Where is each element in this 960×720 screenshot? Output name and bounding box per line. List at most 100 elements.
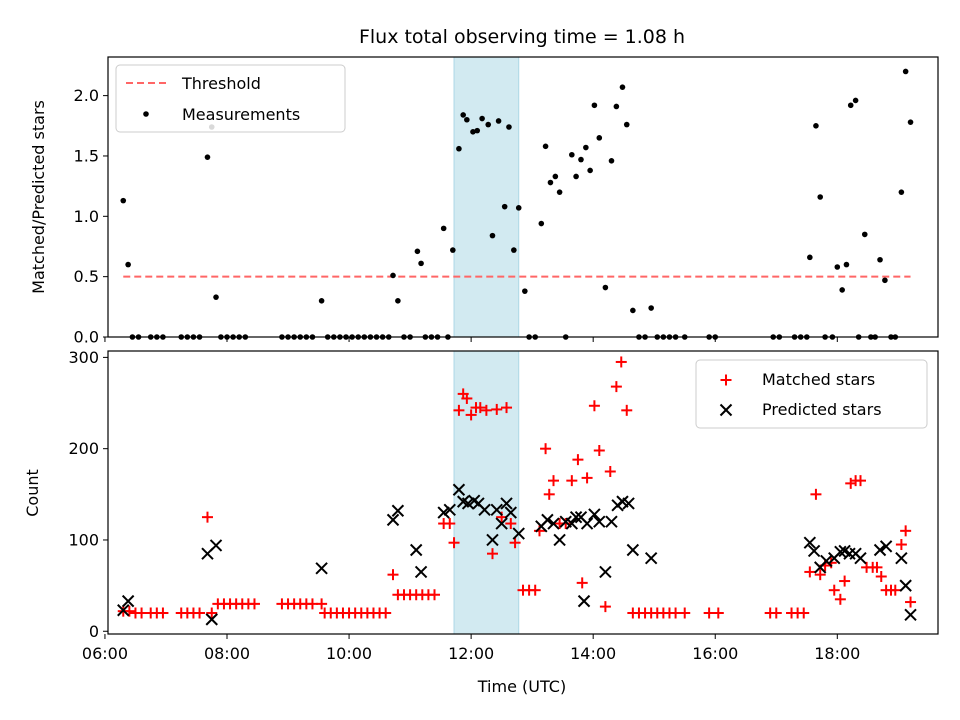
legend-matched-swatch [720,374,732,386]
top-y-tick-label: 2.0 [74,86,99,105]
predicted-stars-point-b [467,494,481,507]
measurement-point [630,307,636,314]
top-legend-box [115,64,346,133]
predicted-stars-point [547,517,560,530]
measurement-point [852,97,859,104]
matched-stars-point [501,402,513,414]
measurement-point [623,121,630,128]
bottom-x-tick-label: 12:00 [448,644,494,663]
predicted-stars-point-b [504,506,518,519]
measurement-point [213,294,219,300]
matched-stars-point [875,570,887,582]
matched-stars-point [604,466,616,478]
predicted-stars-point-b [895,552,908,565]
matched-stars-point [480,404,492,416]
matched-stars-point [486,548,498,560]
measurement-point [898,189,905,195]
top-axis-layer: 0.0 0.5 1.0 1.5 2.0 [74,86,838,347]
predicted-stars-point-b [512,527,525,540]
predicted-stars-point-b [580,517,594,530]
legend-measurements-swatch [143,111,149,117]
matched-stars-point [588,400,600,412]
predicted-stars-point [205,613,218,626]
measurement-point [613,103,620,110]
matched-stars-point [461,392,473,404]
measurement-point [596,135,603,141]
predicted-stars-point [599,565,612,579]
predicted-stars-point-b [205,613,218,626]
predicted-stars-point [512,527,525,540]
top-panel: 0.00.51.01.52.0 Matched/Predicted stars … [29,56,939,347]
measurement-point [843,261,850,268]
measurement-point [578,156,584,163]
predicted-stars-point-b [622,497,635,510]
measurement-point [573,173,579,180]
predicted-stars-point-b [574,510,588,524]
predicted-stars-point [879,540,893,553]
predicted-stars-point-b [854,552,867,565]
measurement-point [817,194,824,200]
predicted-stars-point [605,515,618,528]
predicted-stars-point-b [117,604,130,617]
measurement-point [460,112,466,118]
predicted-stars-point-b [879,540,893,553]
matched-stars-point [566,475,578,487]
predicted-stars-point [899,579,912,592]
top-y-tick-label: 1.5 [74,146,99,165]
predicted-stars-point-b [803,536,817,549]
matched-stars-point [448,537,460,549]
matched-stars-point [712,607,724,619]
legend-measurements-label: Measurements [182,105,300,124]
predicted-stars-point-b [565,517,579,530]
predicted-stars-point [409,543,423,557]
matched-stars-point [157,607,169,619]
measurement-point [587,167,593,174]
measurement-point [506,124,512,130]
measurement-point [485,121,492,128]
predicted-stars-point [622,497,635,510]
predicted-stars-point [452,483,466,496]
measurement-point [583,144,589,151]
measurement-point [882,277,888,284]
legend-predicted-label: Predicted stars [762,400,882,419]
bottom-y-tick-label: 100 [68,530,99,549]
measurement-point [464,116,470,123]
matched-stars-point [621,404,633,416]
matched-stars-point [770,607,782,619]
bottom-x-tick-label: 14:00 [570,644,616,663]
matched-stars-point [889,584,901,596]
measurement-point [470,129,476,135]
measurement-point [450,247,456,253]
measurement-point [418,260,424,267]
measurement-point [556,189,563,195]
matched-stars-point [474,402,486,414]
predicted-stars-point [803,536,817,549]
measurement-point [834,264,841,270]
legend-predicted-marker-b [719,403,733,417]
top-highlight-span [453,56,520,338]
top-chart-title: Flux total observing time = 1.08 h [359,26,685,48]
predicted-stars-point-b [456,495,470,508]
bottom-y-axis-label: Count [23,469,42,517]
measurement-point [440,225,447,232]
bottom-x-tick-label: 18:00 [814,644,860,663]
predicted-stars-point [580,517,594,530]
predicted-stars-point-b [461,497,475,510]
legend-threshold-label: Threshold [181,74,261,93]
predicted-stars-point [553,533,566,547]
matched-stars-point [610,381,622,393]
predicted-stars-point [315,562,328,575]
predicted-stars-point-b [500,497,513,510]
predicted-stars-point [478,503,491,517]
matched-stars-point [505,518,517,530]
measurement-point [602,284,609,291]
bottom-x-tick-label: 10:00 [326,644,372,663]
predicted-stars-point-b [443,503,456,517]
bottom-x-tick-label: 16:00 [692,644,738,663]
bottom-axes-frame [107,350,939,635]
matched-stars-point [444,518,456,530]
top-y-axis-label: Matched/Predicted stars [29,100,48,294]
predicted-stars-point-b [452,483,466,496]
measurement-point [591,102,598,109]
predicted-stars-point-b [472,497,485,510]
